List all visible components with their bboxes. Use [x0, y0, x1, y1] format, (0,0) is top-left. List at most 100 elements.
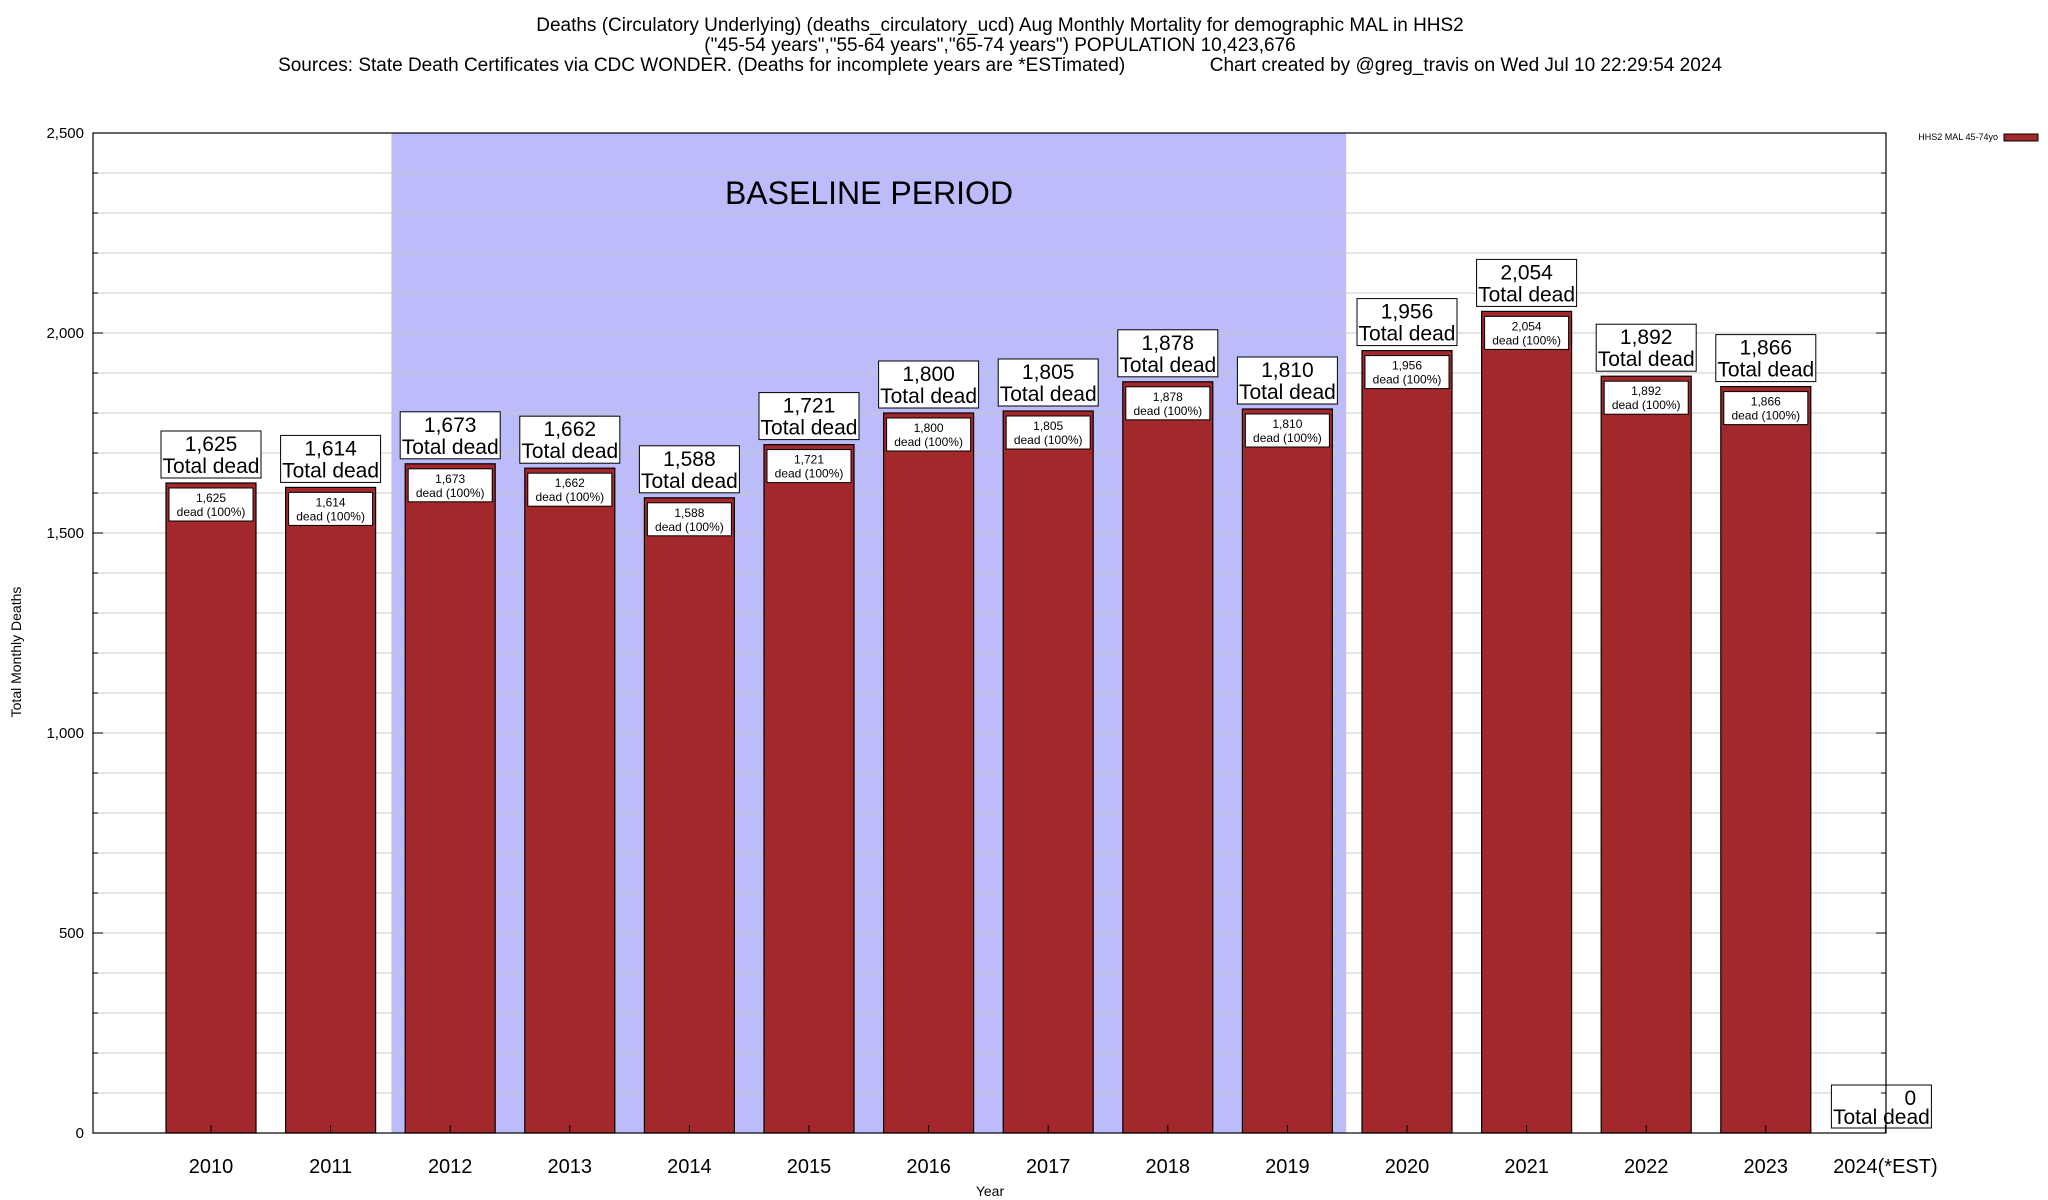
inner-label-box	[527, 472, 613, 507]
total-value-label: 1,805	[1022, 361, 1075, 384]
inner-label-box	[1244, 413, 1330, 448]
total-dead-label: Total dead	[641, 470, 738, 493]
y-tick-label: 500	[59, 925, 84, 942]
inner-label-box	[1484, 315, 1570, 350]
total-dead-label: Total dead	[761, 417, 858, 440]
baseline-period-label: BASELINE PERIOD	[725, 175, 1013, 211]
inner-value-label: 1,625	[196, 491, 226, 505]
chart-title-line-2: ("45-54 years","55-64 years","65-74 year…	[704, 35, 1295, 56]
y-tick-label: 1,000	[46, 725, 84, 742]
total-label-box	[160, 430, 262, 479]
inner-value-label: 1,878	[1153, 390, 1183, 404]
total-dead-label: Total dead	[282, 459, 379, 482]
grid-layer	[93, 172, 1886, 1094]
total-dead-label: Total dead	[880, 385, 977, 408]
inner-dead-label: dead (100%)	[1133, 404, 1202, 418]
bar	[1241, 408, 1334, 1134]
total-dead-label: Total dead	[1359, 323, 1456, 346]
bar	[1480, 310, 1573, 1134]
x-tick-label: 2011	[309, 1156, 352, 1178]
inner-label-box	[407, 468, 493, 503]
total-value-label: 1,721	[783, 395, 836, 418]
axes-layer: 0 500 1,000 1,500 2,000 2,500 2010 2011 2012 2013…	[46, 125, 1937, 1178]
bar	[285, 486, 377, 1134]
plot-frame	[92, 132, 1887, 1134]
total-value-label: 1,878	[1142, 332, 1195, 355]
inner-dead-label: dead (100%)	[535, 490, 604, 504]
inner-dead-label: dead (100%)	[1253, 431, 1322, 445]
inner-dead-label: dead (100%)	[177, 505, 246, 519]
x-tick-label: 2019	[1265, 1156, 1310, 1178]
total-label-box	[399, 411, 501, 460]
inner-dead-label: dead (100%)	[655, 520, 724, 534]
x-tick-label: 2022	[1624, 1156, 1669, 1178]
inner-value-label: 1,662	[555, 476, 585, 490]
inner-dead-label: dead (100%)	[894, 435, 963, 449]
inner-value-label: 1,805	[1033, 419, 1063, 433]
bar	[643, 497, 736, 1134]
total-value-label: 1,588	[663, 448, 716, 471]
inner-label-box	[646, 502, 732, 537]
bar	[882, 412, 975, 1134]
inner-value-label: 1,866	[1751, 395, 1781, 409]
bar	[1122, 381, 1214, 1134]
total-label-box	[1476, 258, 1578, 307]
total-dead-label: Total dead	[521, 440, 618, 463]
inner-dead-label: dead (100%)	[416, 486, 485, 500]
total-dead-label: Total dead	[1478, 283, 1575, 306]
total-label-box	[519, 415, 621, 464]
y-axis-title: Total Monthly Deaths	[8, 587, 24, 718]
x-axis-title: Year	[976, 1183, 1005, 1199]
total-dead-label: Total dead	[1717, 359, 1814, 382]
total-label-box	[638, 445, 740, 494]
total-dead-label: Total dead	[1000, 383, 1097, 406]
y-tick-label: 1,500	[46, 525, 84, 542]
total-value-label: 1,673	[424, 414, 477, 437]
x-tick-label: 2010	[189, 1156, 234, 1178]
y-tick-label: 2,000	[46, 325, 84, 342]
total-value-label: 1,810	[1261, 359, 1314, 382]
total-value-label: 1,625	[185, 433, 238, 456]
total-dead-label: Total dead	[163, 455, 260, 478]
x-tick-label: 2016	[906, 1156, 951, 1178]
bar	[404, 463, 496, 1134]
bar	[1720, 386, 1812, 1134]
x-tick-label: 2018	[1146, 1156, 1191, 1178]
bar	[1002, 410, 1094, 1134]
total-value-label: 2,054	[1500, 261, 1553, 284]
chart-title-line-1: Deaths (Circulatory Underlying) (deaths_…	[536, 15, 1464, 36]
inner-label-box	[1005, 415, 1091, 450]
legend: HHS2 MAL 45-74yo	[1918, 132, 2039, 142]
legend-swatch	[2003, 133, 2039, 142]
total-dead-label: Total dead	[1239, 381, 1336, 404]
total-dead-label: Total dead	[1119, 354, 1216, 377]
inner-value-label: 2,054	[1512, 319, 1542, 333]
inner-dead-label: dead (100%)	[1014, 433, 1083, 447]
inner-value-label: 1,614	[316, 495, 346, 509]
total-value-label: 1,800	[902, 363, 955, 386]
inner-value-label: 1,892	[1631, 384, 1661, 398]
x-tick-label: 2014	[667, 1156, 712, 1178]
bars-layer	[165, 310, 1812, 1134]
total-value-label: 1,662	[544, 418, 597, 441]
inner-dead-label: dead (100%)	[1612, 398, 1681, 412]
total-label-box	[758, 392, 860, 441]
x-tick-label: 2013	[548, 1156, 593, 1178]
inner-value-label: 1,673	[435, 472, 465, 486]
x-tick-label: 2015	[787, 1156, 832, 1178]
bar	[763, 444, 855, 1134]
inner-label-box	[288, 491, 374, 526]
total-value-label: 1,614	[304, 437, 357, 460]
inner-value-label: 1,800	[914, 421, 944, 435]
total-label-box	[1236, 356, 1338, 405]
x-tick-label: 2024(*EST)	[1833, 1156, 1938, 1178]
x-tick-label: 2023	[1744, 1156, 1789, 1178]
bar	[165, 482, 257, 1134]
inner-label-box	[1125, 386, 1211, 421]
total-dead-label: Total dead	[1833, 1106, 1930, 1129]
x-tick-label: 2021	[1504, 1156, 1549, 1178]
total-label-box	[1595, 323, 1697, 372]
inner-value-label: 1,721	[794, 453, 824, 467]
bar	[1600, 375, 1692, 1134]
